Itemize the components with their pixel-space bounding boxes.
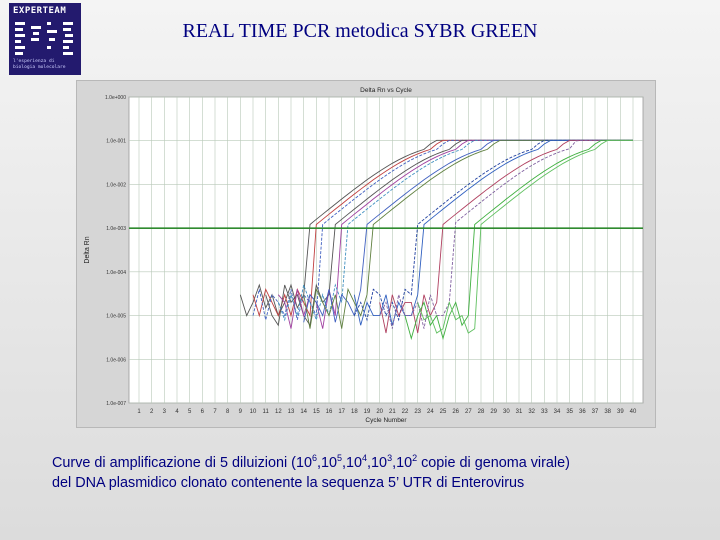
y-tick-label: 1.0e-006: [106, 357, 126, 363]
amplification-chart: Delta Rn vs Cycle Cycle Number Delta Rn …: [84, 87, 644, 424]
x-tick-label: 14: [300, 409, 307, 415]
x-tick-label: 38: [604, 409, 611, 415]
amplification-curve: [417, 139, 633, 334]
x-tick-label: 25: [440, 409, 447, 415]
figure-caption: Curve di amplificazione di 5 diluizioni …: [52, 448, 692, 493]
x-tick-label: 19: [364, 409, 371, 415]
x-tick-label: 3: [163, 409, 167, 415]
x-tick-label: 5: [188, 409, 192, 415]
x-tick-label: 34: [554, 409, 561, 415]
x-tick-labels: 1 2 3 4 5 6 7 8 9 10 11 12 13 14 15 16 17 18 19 20 21 22 23 24 2…: [137, 409, 637, 415]
plot-area: [128, 96, 644, 404]
amplification-curve: [379, 139, 633, 329]
y-tick-label: 1.0e-001: [106, 139, 126, 145]
x-axis-label: Cycle Number: [365, 417, 407, 424]
y-tick-labels: 1.0e+000 1.0e-001 1.0e-002 1.0e-003 1.0e-004…: [105, 95, 126, 407]
x-tick-label: 15: [313, 409, 320, 415]
series-layer: [239, 139, 633, 341]
chart-title: Delta Rn vs Cycle: [360, 87, 412, 94]
x-tick-label: 39: [617, 409, 624, 415]
logo-caption-2: biologia molecolare: [13, 65, 66, 70]
x-tick-label: 23: [414, 409, 421, 415]
x-tick-label: 31: [516, 409, 523, 415]
x-tick-label: 8: [226, 409, 230, 415]
slide-title: REAL TIME PCR metodica SYBR GREEN: [182, 20, 538, 42]
x-tick-label: 37: [592, 409, 599, 415]
caption-line-2: del DNA plasmidico clonato contenente la…: [52, 474, 525, 491]
x-tick-label: 20: [376, 409, 383, 415]
chart-frame: Delta Rn vs Cycle Cycle Number Delta Rn …: [76, 80, 656, 428]
x-tick-label: 26: [452, 409, 459, 415]
x-tick-label: 13: [288, 409, 295, 415]
x-tick-label: 27: [465, 409, 472, 415]
y-tick-label: 1.0e-004: [106, 270, 126, 276]
x-tick-label: 17: [338, 409, 345, 415]
x-tick-label: 6: [201, 409, 205, 415]
y-tick-label: 1.0e-005: [106, 314, 126, 320]
x-tick-label: 35: [566, 409, 573, 415]
x-tick-label: 16: [326, 409, 333, 415]
x-tick-label: 9: [239, 409, 243, 415]
x-tick-label: 24: [427, 409, 434, 415]
x-tick-label: 32: [528, 409, 535, 415]
experteam-logo: EXPERTEAM l'esperienza di biologia molec…: [9, 3, 81, 75]
y-tick-label: 1.0e+000: [105, 95, 126, 101]
x-tick-label: 33: [541, 409, 548, 415]
x-tick-label: 10: [250, 409, 257, 415]
y-tick-label: 1.0e-003: [106, 226, 126, 232]
x-tick-label: 36: [579, 409, 586, 415]
x-tick-label: 4: [175, 409, 179, 415]
y-tick-label: 1.0e-007: [106, 401, 126, 407]
x-tick-label: 28: [478, 409, 485, 415]
amplification-curve: [404, 139, 633, 341]
caption-line-1: Curve di amplificazione di 5 diluizioni …: [52, 453, 570, 471]
x-tick-label: 18: [351, 409, 358, 415]
logo-caption-1: l'esperienza di: [13, 59, 55, 64]
y-axis-label: Delta Rn: [84, 236, 91, 263]
x-tick-label: 30: [503, 409, 510, 415]
x-tick-label: 1: [137, 409, 141, 415]
x-tick-label: 29: [490, 409, 497, 415]
x-tick-label: 40: [630, 409, 637, 415]
y-tick-label: 1.0e-002: [106, 182, 126, 188]
logo-name: EXPERTEAM: [13, 6, 67, 16]
x-tick-label: 11: [263, 409, 270, 415]
x-tick-label: 7: [213, 409, 217, 415]
x-tick-label: 21: [389, 409, 396, 415]
grid-layer: [129, 96, 643, 404]
x-tick-label: 12: [275, 409, 282, 415]
x-tick-label: 22: [402, 409, 409, 415]
x-tick-label: 2: [150, 409, 154, 415]
logo-mark-icon: [15, 22, 73, 55]
